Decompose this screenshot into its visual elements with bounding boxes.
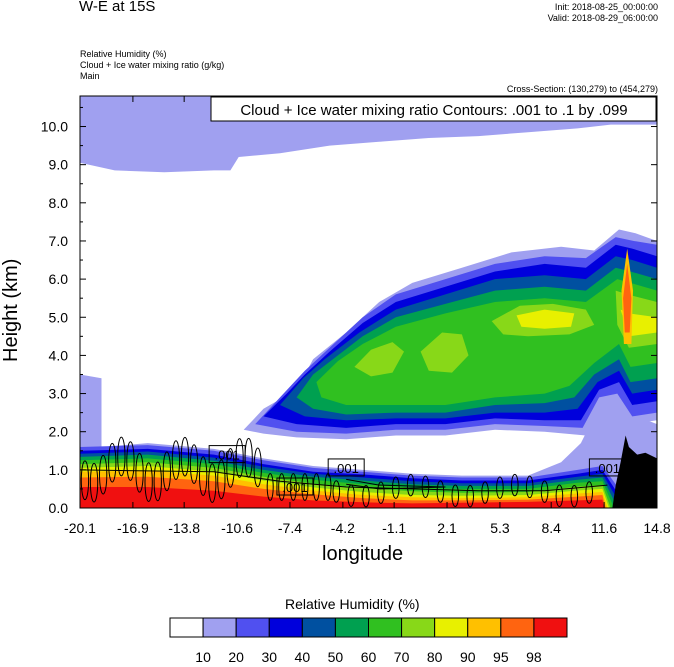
colorbar-label: 80 (427, 649, 443, 665)
variable-label-humidity: Relative Humidity (%) (80, 49, 167, 59)
x-tick-label: 11.6 (591, 520, 617, 536)
colorbar-swatch (334, 617, 369, 638)
colorbar-label: 60 (361, 649, 377, 665)
x-tick-label: 14.8 (643, 520, 670, 536)
colorbar-swatch (235, 617, 270, 638)
humidity-region-9 (420, 332, 469, 373)
colorbar-swatch (434, 617, 469, 638)
valid-time: Valid: 2018-08-29_06:00:00 (547, 13, 658, 23)
y-tick-label: 10.0 (41, 119, 68, 135)
chart-title-box: Cloud + Ice water mixing ratio Contours:… (210, 96, 657, 122)
contour-label: .001 (334, 461, 359, 476)
plot-title: W-E at 15S (79, 0, 156, 15)
contour-label-box (276, 477, 314, 496)
contour-label: .001 (595, 461, 620, 476)
contour-label-box (327, 458, 365, 477)
x-axis-label: longitude (322, 543, 404, 565)
colorbar-swatch (301, 617, 336, 638)
y-tick-label: 3.0 (49, 386, 69, 402)
cloud-contour-layer (80, 436, 608, 508)
contour-label: .001 (214, 448, 239, 463)
x-tick-label: -1.1 (382, 520, 406, 536)
cross-section-label: Cross-Section: (130,279) to (454,279) (506, 84, 658, 94)
cloud-contour-line (80, 469, 608, 492)
colorbar-label: 40 (295, 649, 311, 665)
colorbar-swatch (368, 617, 403, 638)
x-tick-label: -10.6 (221, 520, 253, 536)
colorbar-label: 90 (460, 649, 476, 665)
cloud-contour-line-2 (346, 478, 446, 490)
x-tick-label: 5.3 (490, 520, 510, 536)
y-tick-label: 8.0 (49, 195, 69, 211)
y-axis-label: Height (km) (0, 258, 22, 362)
contour-label-box (588, 458, 626, 477)
humidity-region-8 (354, 342, 404, 377)
x-tick-label: -4.2 (331, 520, 355, 536)
plot-frame (79, 95, 658, 509)
colorbar-label: 10 (195, 649, 211, 665)
x-tick-label: 8.4 (541, 520, 561, 536)
colorbar-title: Relative Humidity (%) (285, 596, 420, 612)
x-tick-label: -7.4 (278, 520, 302, 536)
colorbar-label: 70 (394, 649, 410, 665)
x-tick-label: 2.1 (437, 520, 457, 536)
colorbar-swatch (467, 617, 502, 638)
y-tick-label: 6.0 (49, 271, 69, 287)
axes-layer: -20.1 -16.9 -13.8 -10.6 -7.4 -4.2 -1.1 2.1 5.3 8.… (41, 96, 671, 536)
y-tick-label: 9.0 (49, 157, 69, 173)
y-tick-label: 4.0 (49, 347, 69, 363)
colorbar-swatch (268, 617, 303, 638)
chart-title: Cloud + Ice water mixing ratio Contours:… (240, 102, 627, 119)
x-tick-label: -13.8 (168, 520, 200, 536)
y-tick-label: 7.0 (49, 233, 69, 249)
x-tick-label: -20.1 (64, 520, 96, 536)
colorbar-label: 20 (228, 649, 244, 665)
x-tick-label: -16.9 (117, 520, 149, 536)
colorbar-label: 95 (493, 649, 509, 665)
contour-label-box (208, 445, 246, 464)
colorbar-swatch (169, 617, 204, 638)
colorbar-swatch (202, 617, 237, 638)
terrain (612, 435, 657, 508)
y-tick-label: 2.0 (49, 424, 69, 440)
colorbar-label: 30 (261, 649, 277, 665)
humidity-region-15 (623, 263, 632, 333)
humidity-fill-layer (80, 96, 657, 508)
colorbar: 10 20 30 40 50 60 70 80 90 95 98 (169, 617, 568, 665)
contour-label: .001 (282, 480, 307, 495)
y-tick-label: 1.0 (49, 462, 69, 478)
colorbar-swatch (533, 617, 568, 638)
y-tick-label: 0.0 (49, 500, 69, 516)
variable-label-mixing-ratio: Cloud + Ice water mixing ratio (g/kg) (80, 60, 225, 70)
y-tick-label: 5.0 (49, 309, 69, 325)
colorbar-label: 98 (526, 649, 542, 665)
colorbar-label: 50 (328, 649, 344, 665)
humidity-region-12 (516, 309, 575, 329)
colorbar-swatch (500, 617, 535, 638)
colorbar-swatch (401, 617, 436, 638)
init-time: Init: 2018-08-25_00:00:00 (554, 2, 658, 12)
variable-label-domain: Main (80, 71, 100, 81)
contour-labels: .001 .001 .001 .001 (208, 445, 626, 496)
